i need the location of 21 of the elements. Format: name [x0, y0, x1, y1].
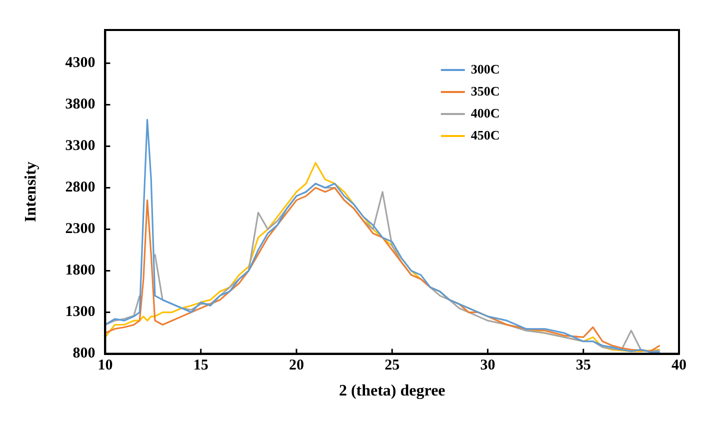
y-tick-label: 3800 — [65, 96, 96, 113]
legend-label: 400C — [470, 105, 500, 120]
y-tick-label: 2300 — [65, 221, 96, 238]
x-tick-label: 15 — [193, 358, 208, 374]
x-tick-label: 25 — [384, 358, 400, 374]
legend-label: 300C — [470, 61, 500, 76]
legend-label: 450C — [470, 127, 500, 142]
y-tick-label: 2800 — [65, 180, 96, 196]
x-tick-label: 10 — [98, 358, 113, 374]
y-tick-label: 3300 — [65, 138, 96, 154]
x-tick-label: 40 — [672, 358, 686, 374]
y-tick-label: 800 — [72, 346, 96, 362]
x-tick-label: 30 — [480, 358, 496, 374]
y-tick-label: 1800 — [65, 262, 96, 279]
legend-label: 350C — [470, 83, 500, 98]
y-tick-label: 1300 — [65, 304, 96, 320]
x-axis-title: 2 (theta) degree — [338, 382, 446, 400]
x-tick-label: 35 — [576, 358, 591, 374]
y-axis-title: Intensity — [22, 162, 40, 222]
x-tick-label: 20 — [288, 358, 304, 374]
y-tick-label: 4300 — [65, 55, 96, 72]
